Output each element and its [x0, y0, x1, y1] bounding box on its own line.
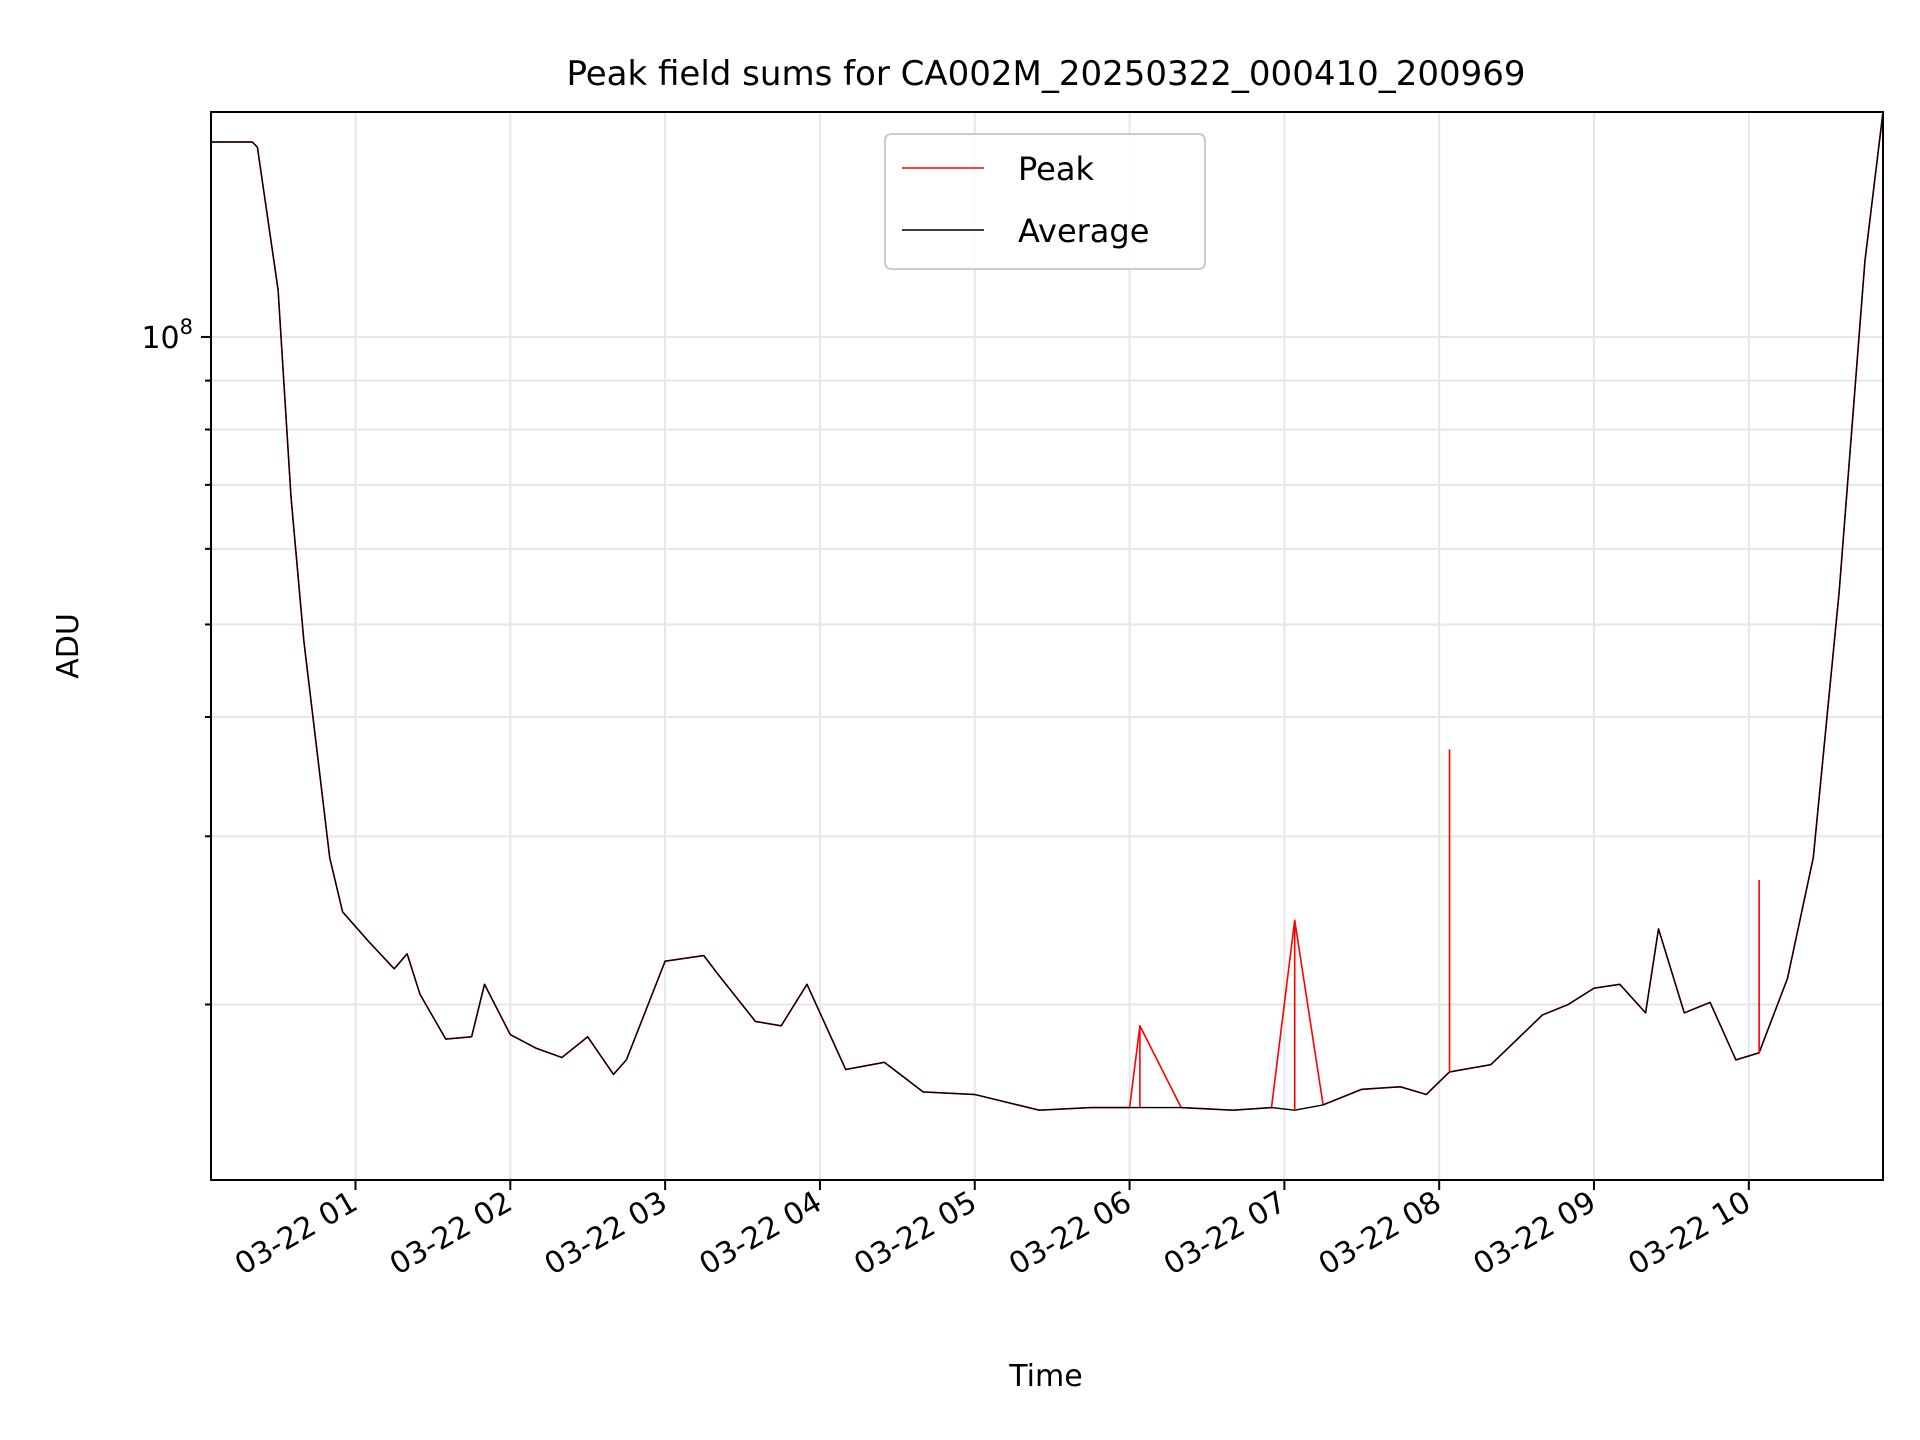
- plot-area: [211, 112, 1883, 1111]
- y-axis: 108: [141, 315, 211, 1006]
- legend-label-peak: Peak: [1018, 150, 1094, 188]
- y-tick-base: 10: [141, 321, 179, 356]
- y-tick-exponent: 8: [180, 315, 193, 339]
- y-axis-label: ADU: [51, 613, 86, 679]
- legend: Peak Average: [884, 133, 1206, 270]
- chart-title: Peak field sums for CA002M_20250322_0004…: [566, 54, 1525, 94]
- grid: [211, 112, 1883, 1180]
- x-axis-label: Time: [1008, 1359, 1082, 1394]
- legend-label-average: Average: [1018, 212, 1149, 250]
- plot-frame: [210, 111, 1884, 1181]
- y-tick-label: 108: [141, 315, 193, 356]
- series-line-average: [211, 112, 1883, 1111]
